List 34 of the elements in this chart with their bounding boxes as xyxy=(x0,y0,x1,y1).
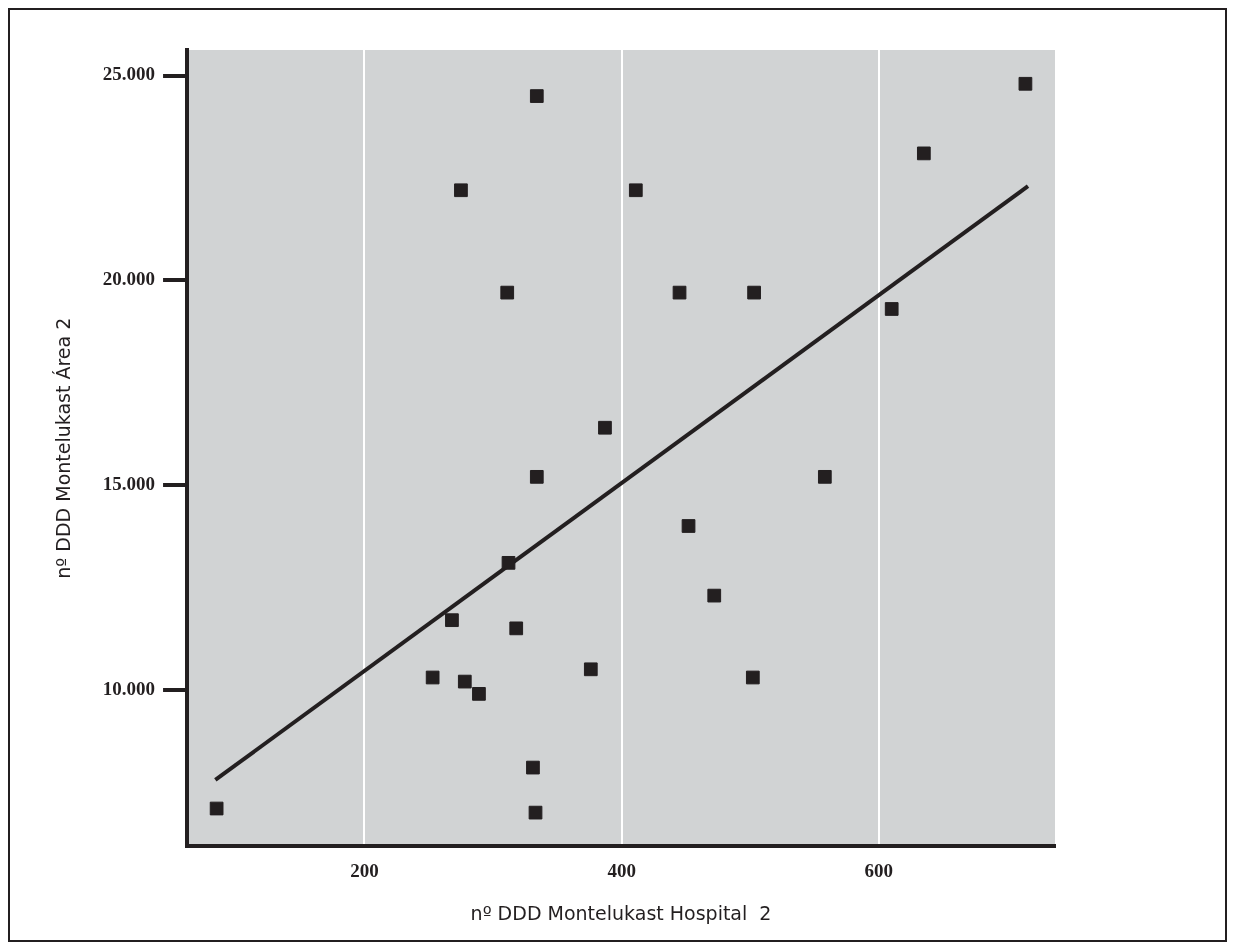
point xyxy=(445,613,459,628)
point xyxy=(457,674,472,689)
point xyxy=(817,470,832,484)
y-tick-label: 10.000 xyxy=(102,677,156,699)
y-axis-title: nº DDD Montelukast Área 2 xyxy=(52,317,75,579)
point xyxy=(745,670,760,685)
point xyxy=(1018,76,1033,91)
point xyxy=(598,420,612,435)
point xyxy=(500,285,515,300)
point xyxy=(884,302,899,316)
point xyxy=(509,621,524,636)
x-tick-label: 200 xyxy=(350,859,379,881)
x-tick-label: 600 xyxy=(864,859,894,881)
point xyxy=(583,662,598,677)
point xyxy=(501,555,516,570)
y-tick-label: 20.000 xyxy=(102,268,156,290)
point xyxy=(529,470,544,484)
point xyxy=(628,183,643,198)
point xyxy=(209,801,224,816)
point xyxy=(529,89,544,103)
x-tick-label: 400 xyxy=(607,859,636,881)
y-tick-label: 25.000 xyxy=(102,63,156,85)
x-axis-title: nº DDD Montelukast Hospital 2 xyxy=(470,901,772,924)
point xyxy=(425,670,440,685)
point xyxy=(526,760,540,775)
point xyxy=(916,146,931,161)
point xyxy=(681,519,696,533)
point xyxy=(672,285,687,300)
point xyxy=(472,687,486,701)
y-tick-label: 15.000 xyxy=(102,472,156,494)
point xyxy=(747,285,761,300)
point xyxy=(528,805,543,820)
point xyxy=(707,588,722,603)
point xyxy=(454,183,468,198)
